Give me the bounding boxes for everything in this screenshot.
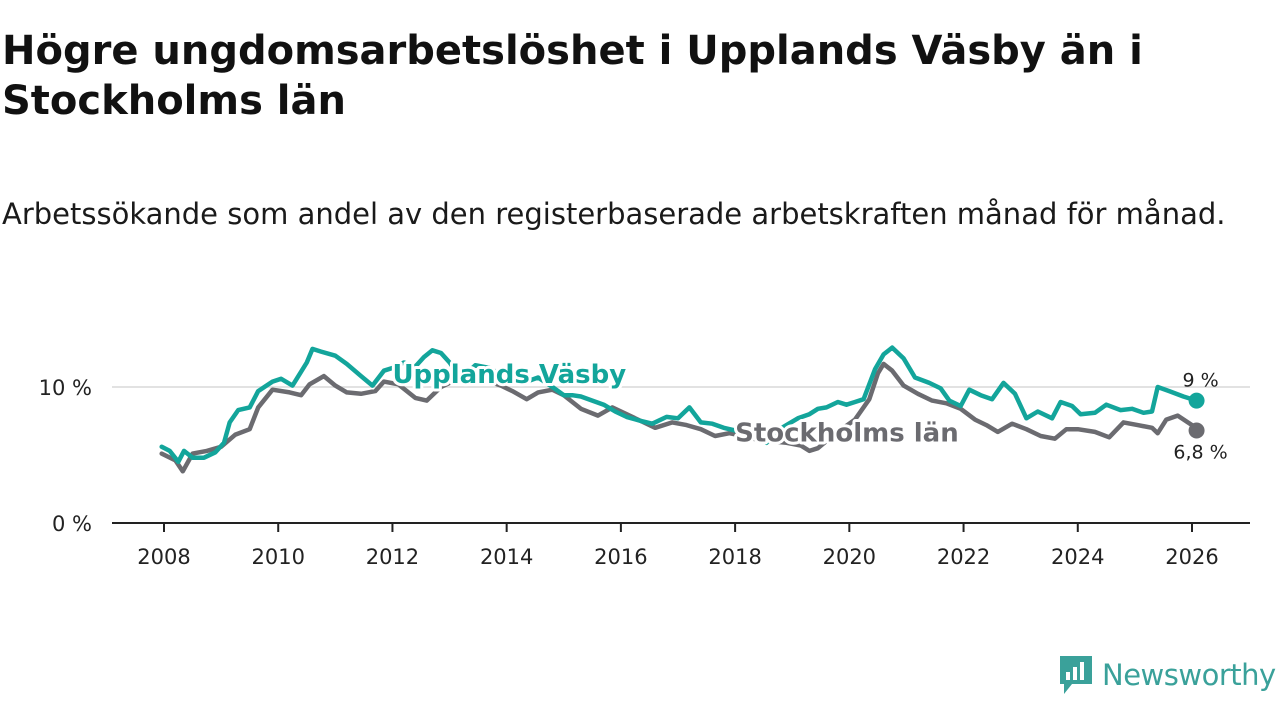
end-value-label-stockholms-l-n: 6,8 % [1173, 442, 1227, 464]
newsworthy-brand: Newsworthy [1058, 654, 1276, 696]
endpoint-upplands-v-sby [1188, 392, 1205, 409]
series-label-stockholms-l-n: Stockholms län [735, 418, 959, 448]
x-tick-label: 2014 [480, 545, 533, 569]
x-tick-label: 2012 [366, 545, 419, 569]
series-label-upplands-v-sby: Upplands Väsby [392, 360, 626, 390]
y-tick-label: 10 % [39, 376, 92, 400]
x-tick-label: 2026 [1165, 545, 1218, 569]
chart-subtitle: Arbetssökande som andel av den registerb… [2, 197, 1226, 231]
endpoint-stockholms-l-n [1188, 422, 1205, 439]
newsworthy-logo-icon [1060, 656, 1092, 694]
x-tick-label: 2024 [1051, 545, 1104, 569]
series-line-upplands-v-sby [159, 345, 1199, 465]
chart-title: Högre ungdomsarbetslöshet i Upplands Väs… [2, 28, 1143, 124]
series-lines [159, 345, 1199, 474]
x-tick-label: 2010 [251, 545, 304, 569]
x-tick-label: 2020 [823, 545, 876, 569]
x-axis-ticks: 2008 2010 2012 2014 2016 2018 2020 2022 2024 2026 [137, 523, 1219, 569]
y-axis-ticks: 0 % 10 % [39, 376, 92, 536]
y-tick-label: 0 % [52, 512, 92, 536]
series-line-stockholms-l-n [159, 361, 1199, 474]
x-tick-label: 2018 [708, 545, 761, 569]
x-tick-label: 2008 [137, 545, 190, 569]
x-tick-label: 2016 [594, 545, 647, 569]
x-tick-label: 2022 [937, 545, 990, 569]
end-value-label-upplands-v-sby: 9 % [1182, 370, 1218, 392]
brand-name: Newsworthy [1102, 658, 1276, 692]
series-endpoints: 6,8 % 9 % [1173, 370, 1227, 464]
series-labels: Stockholms län Upplands Väsby [389, 357, 961, 451]
